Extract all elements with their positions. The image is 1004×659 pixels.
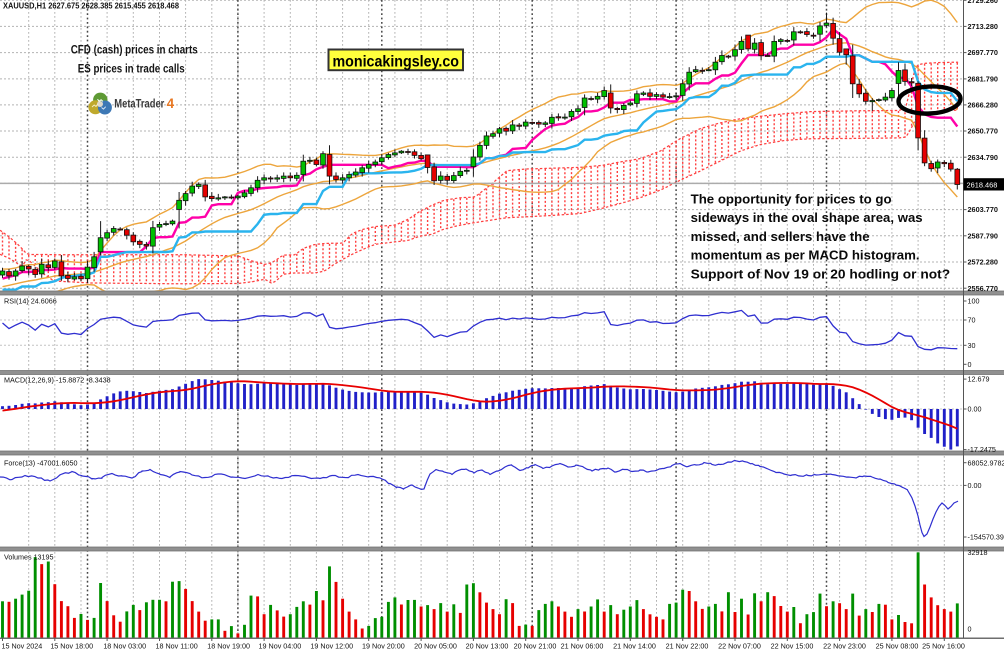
svg-text:18 Nov 03:00: 18 Nov 03:00 — [103, 642, 146, 651]
svg-text:momentum as per MACD histogram: momentum as per MACD histogram. — [691, 248, 920, 263]
svg-text:18 Nov 19:00: 18 Nov 19:00 — [207, 642, 250, 651]
svg-text:2681.790: 2681.790 — [968, 75, 998, 84]
svg-text:30: 30 — [968, 341, 976, 350]
svg-text:15 Nov 18:00: 15 Nov 18:00 — [50, 642, 93, 651]
svg-text:0.00: 0.00 — [968, 481, 982, 490]
svg-text:21 Nov 14:00: 21 Nov 14:00 — [613, 642, 656, 651]
svg-text:0.00: 0.00 — [968, 405, 982, 414]
svg-text:monicakingsley.co: monicakingsley.co — [333, 53, 460, 70]
svg-text:4: 4 — [167, 96, 175, 111]
svg-text:19 Nov 12:00: 19 Nov 12:00 — [310, 642, 353, 651]
svg-text:XAUUSD,H1 2627.675 2628.385 2: XAUUSD,H1 2627.675 2628.385 2615.455 261… — [3, 1, 180, 10]
svg-text:15 Nov 2024: 15 Nov 2024 — [2, 642, 43, 651]
svg-text:22 Nov 15:00: 22 Nov 15:00 — [771, 642, 814, 651]
svg-text:0: 0 — [968, 360, 972, 369]
svg-text:20 Nov 05:00: 20 Nov 05:00 — [414, 642, 457, 651]
svg-text:-17.2475: -17.2475 — [968, 445, 996, 454]
svg-text:12.679: 12.679 — [968, 375, 990, 384]
svg-text:22 Nov 23:00: 22 Nov 23:00 — [823, 642, 866, 651]
svg-text:25 Nov 08:00: 25 Nov 08:00 — [876, 642, 919, 651]
svg-text:missed, and sellers have the: missed, and sellers have the — [691, 229, 870, 244]
svg-text:25 Nov 16:00: 25 Nov 16:00 — [922, 642, 965, 651]
svg-text:The opportunity for prices to: The opportunity for prices to go — [691, 191, 892, 206]
svg-text:22 Nov 07:00: 22 Nov 07:00 — [718, 642, 761, 651]
svg-text:21 Nov 22:00: 21 Nov 22:00 — [666, 642, 709, 651]
svg-text:2634.790: 2634.790 — [968, 153, 998, 162]
svg-text:2650.770: 2650.770 — [968, 127, 998, 136]
svg-text:2556.770: 2556.770 — [968, 284, 998, 293]
svg-text:-154570.39: -154570.39 — [968, 533, 1004, 542]
svg-text:Force(13) -47001.6050: Force(13) -47001.6050 — [4, 459, 78, 468]
svg-text:2729.260: 2729.260 — [968, 0, 998, 5]
svg-text:20 Nov 21:00: 20 Nov 21:00 — [514, 642, 557, 651]
svg-text:MetaTrader: MetaTrader — [114, 98, 164, 110]
svg-text:sideways in the oval shape are: sideways in the oval shape area, was — [691, 210, 923, 225]
svg-text:19 Nov 20:00: 19 Nov 20:00 — [362, 642, 405, 651]
svg-text:Support of Nov 19 or 20 hodlin: Support of Nov 19 or 20 hodling or not? — [691, 267, 951, 282]
svg-text:0: 0 — [968, 625, 972, 634]
svg-text:68052.9782: 68052.9782 — [968, 458, 1004, 467]
svg-text:2603.770: 2603.770 — [968, 205, 998, 214]
svg-text:32918: 32918 — [968, 548, 988, 557]
svg-text:MACD(12,26,9) -15.8872 -8.3438: MACD(12,26,9) -15.8872 -8.3438 — [4, 376, 111, 385]
svg-text:2572.280: 2572.280 — [968, 258, 998, 267]
svg-text:2713.280: 2713.280 — [968, 22, 998, 31]
svg-text:RSI(14) 24.6066: RSI(14) 24.6066 — [4, 297, 57, 306]
svg-text:2618.468: 2618.468 — [967, 181, 998, 190]
svg-text:20 Nov 13:00: 20 Nov 13:00 — [466, 642, 509, 651]
svg-text:100: 100 — [968, 297, 980, 306]
svg-text:Volumes 13195: Volumes 13195 — [4, 553, 54, 562]
svg-text:2587.790: 2587.790 — [968, 231, 998, 240]
svg-text:19 Nov 04:00: 19 Nov 04:00 — [259, 642, 302, 651]
svg-text:CFD (cash) prices in charts: CFD (cash) prices in charts — [71, 43, 198, 57]
svg-text:70: 70 — [968, 316, 976, 325]
svg-text:2666.280: 2666.280 — [968, 101, 998, 110]
svg-text:18 Nov 11:00: 18 Nov 11:00 — [155, 642, 197, 651]
svg-text:2697.770: 2697.770 — [968, 48, 998, 57]
svg-text:ES prices in trade calls: ES prices in trade calls — [78, 62, 185, 76]
svg-text:21 Nov 06:00: 21 Nov 06:00 — [561, 642, 604, 651]
